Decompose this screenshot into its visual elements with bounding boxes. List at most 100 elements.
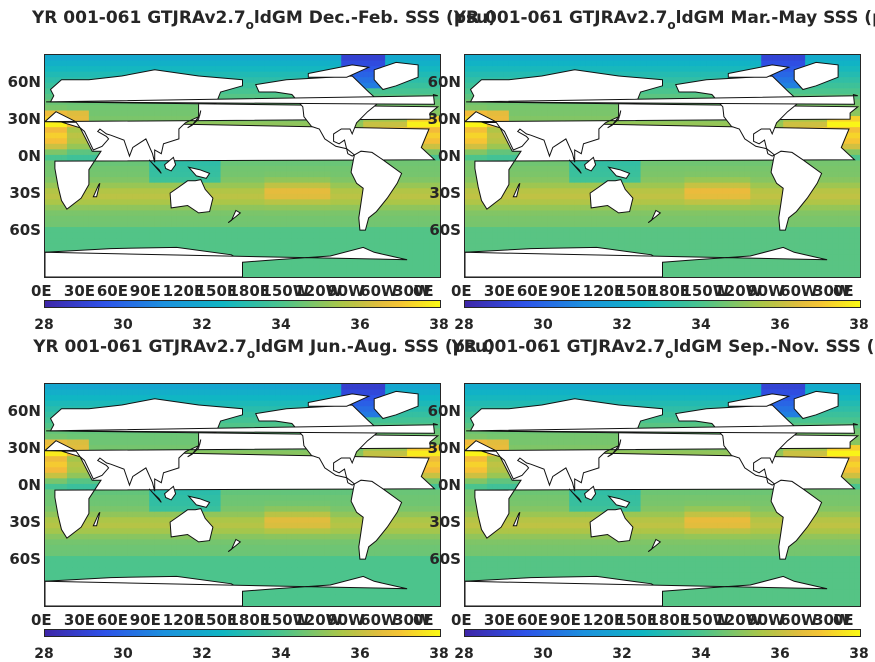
sss-cell <box>275 183 281 189</box>
sss-cell <box>487 138 493 144</box>
sss-cell <box>668 55 674 61</box>
sss-cell <box>418 244 424 250</box>
sss-cell <box>232 177 238 183</box>
sss-cell <box>695 271 701 277</box>
sss-cell <box>503 199 509 205</box>
sss-cell <box>155 177 161 183</box>
sss-cell <box>673 77 679 83</box>
sss-cell <box>413 260 419 266</box>
sss-cell <box>330 233 336 239</box>
sss-cell <box>243 266 249 272</box>
sss-cell <box>734 160 740 166</box>
sss-cell <box>525 210 531 216</box>
sss-cell <box>723 249 729 255</box>
sss-cell <box>717 271 723 277</box>
sss-cell <box>325 216 331 222</box>
sss-cell <box>503 194 509 200</box>
sss-cell <box>668 166 674 172</box>
sss-cell <box>105 177 111 183</box>
sss-cell <box>50 105 56 111</box>
sss-cell <box>56 55 62 61</box>
sss-cell <box>138 111 144 117</box>
sss-cell <box>558 166 564 172</box>
sss-cell <box>297 205 303 211</box>
sss-cell <box>487 155 493 161</box>
sss-cell <box>663 216 669 222</box>
sss-cell <box>264 260 270 266</box>
sss-cell <box>253 222 259 228</box>
sss-cell <box>602 172 608 178</box>
sss-cell <box>347 205 353 211</box>
sss-cell <box>286 199 292 205</box>
sss-cell <box>210 183 216 189</box>
sss-cell <box>663 55 669 61</box>
sss-cell <box>221 160 227 166</box>
sss-cell <box>61 216 67 222</box>
sss-cell <box>734 266 740 272</box>
sss-cell <box>712 199 718 205</box>
sss-cell <box>739 216 745 222</box>
sss-cell <box>89 210 95 216</box>
sss-cell <box>668 183 674 189</box>
sss-cell <box>89 172 95 178</box>
sss-cell <box>56 233 62 239</box>
sss-cell <box>330 210 336 216</box>
sss-cell <box>679 160 685 166</box>
sss-cell <box>536 199 542 205</box>
sss-cell <box>210 222 216 228</box>
sss-cell <box>111 66 117 72</box>
sss-cell <box>199 55 205 61</box>
sss-cell <box>706 205 712 211</box>
sss-cell <box>314 260 320 266</box>
sss-cell <box>188 216 194 222</box>
sss-cell <box>56 149 62 155</box>
sss-cell <box>292 216 298 222</box>
sss-cell <box>336 260 342 266</box>
sss-cell <box>160 183 166 189</box>
sss-cell <box>717 205 723 211</box>
sss-cell <box>72 133 78 139</box>
sss-cell <box>542 210 548 216</box>
sss-cell <box>347 244 353 250</box>
sss-cell <box>292 210 298 216</box>
sss-cell <box>275 194 281 200</box>
sss-cell <box>259 205 265 211</box>
sss-cell <box>652 166 658 172</box>
sss-cell <box>127 233 133 239</box>
sss-cell <box>602 66 608 72</box>
sss-cell <box>116 210 122 216</box>
sss-cell <box>728 55 734 61</box>
sss-cell <box>465 149 471 155</box>
sss-cell <box>182 172 188 178</box>
sss-cell <box>281 216 287 222</box>
sss-cell <box>149 216 155 222</box>
sss-cell <box>248 227 254 233</box>
sss-cell <box>728 271 734 277</box>
sss-cell <box>160 233 166 239</box>
sss-cell <box>237 233 243 239</box>
sss-cell <box>275 166 281 172</box>
sss-cell <box>149 222 155 228</box>
sss-cell <box>314 199 320 205</box>
sss-cell <box>264 61 270 67</box>
sss-cell <box>531 172 537 178</box>
sss-cell <box>690 210 696 216</box>
sss-cell <box>286 61 292 67</box>
sss-cell <box>608 55 614 61</box>
sss-cell <box>553 188 559 194</box>
sss-cell <box>336 172 342 178</box>
sss-cell <box>536 61 542 67</box>
sss-cell <box>564 222 570 228</box>
sss-cell <box>111 199 117 205</box>
map-panel-djf: YR 001-061 GTJRAv2.7oldGM Dec.-Feb. SSS … <box>44 14 454 314</box>
sss-cell <box>657 194 663 200</box>
sss-cell <box>723 244 729 250</box>
sss-cell <box>668 188 674 194</box>
sss-cell <box>248 66 254 72</box>
sss-cell <box>347 260 353 266</box>
sss-cell <box>717 244 723 250</box>
sss-cell <box>498 55 504 61</box>
sss-cell <box>646 205 652 211</box>
sss-cell <box>270 55 276 61</box>
sss-cell <box>635 233 641 239</box>
